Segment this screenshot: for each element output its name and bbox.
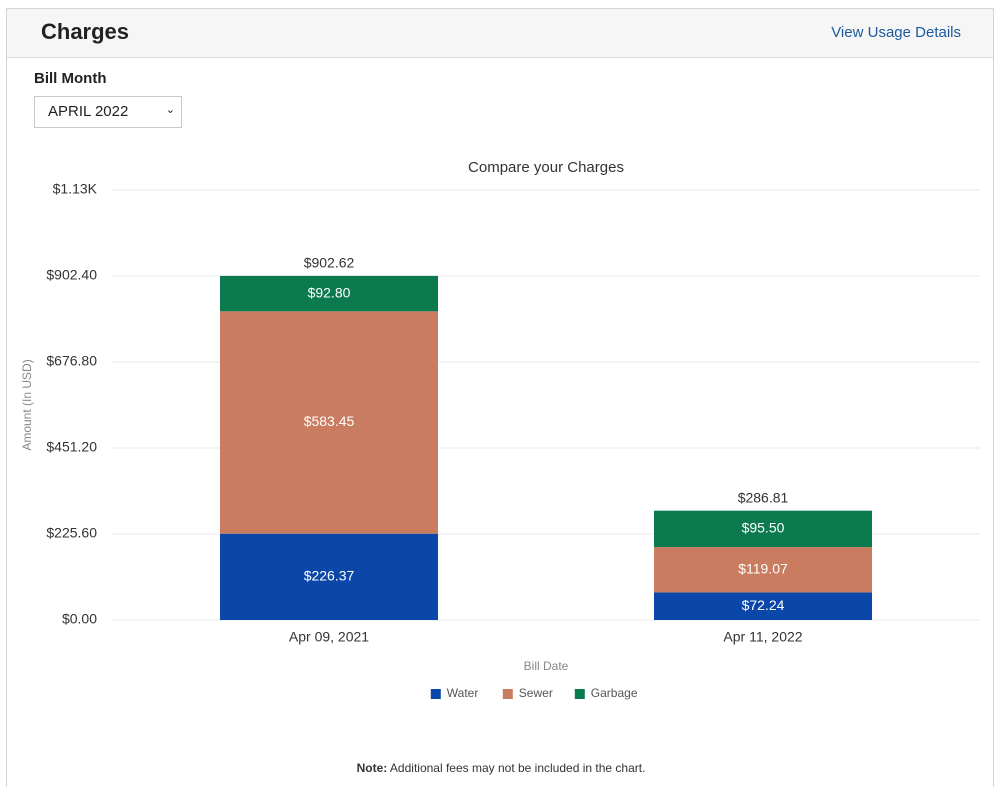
bill-month-select[interactable]: APRIL 2022 ⌄ xyxy=(34,96,182,128)
y-tick-label: $451.20 xyxy=(46,439,97,455)
note: Note: Additional fees may not be include… xyxy=(357,761,646,775)
legend-swatch xyxy=(430,689,441,699)
legend-swatch xyxy=(574,689,585,699)
legend-swatch xyxy=(502,689,513,699)
x-tick-label: Apr 09, 2021 xyxy=(289,629,369,645)
y-tick-label: $902.40 xyxy=(46,267,97,283)
legend-label: Sewer xyxy=(519,686,553,700)
data-label: $72.24 xyxy=(742,597,785,613)
bar-segment xyxy=(220,533,438,620)
y-tick-label: $225.60 xyxy=(46,525,97,541)
y-tick-label: $1.13K xyxy=(53,181,98,197)
note-label: Note: xyxy=(357,761,388,775)
bar-segment xyxy=(654,592,872,620)
header: Charges View Usage Details xyxy=(7,9,993,58)
y-axis-label: Amount (In USD) xyxy=(20,359,34,450)
data-label: $226.37 xyxy=(304,568,355,584)
panel: Charges View Usage Details xyxy=(6,8,994,787)
data-label: $119.07 xyxy=(738,560,788,576)
data-label: $92.80 xyxy=(308,284,351,300)
y-tick-label: $676.80 xyxy=(46,353,97,369)
total-label: $286.81 xyxy=(738,489,789,505)
total-label: $902.62 xyxy=(304,255,355,271)
data-label: $95.50 xyxy=(742,520,785,536)
bar-segment xyxy=(220,275,438,312)
note-text: Additional fees may not be included in t… xyxy=(390,761,646,775)
data-label: $583.45 xyxy=(304,413,355,429)
x-axis-label: Bill Date xyxy=(524,659,569,673)
bar-segment xyxy=(654,547,872,593)
bill-month-label: Bill Month xyxy=(34,70,107,87)
legend-label: Water xyxy=(447,686,479,700)
x-tick-label: Apr 11, 2022 xyxy=(723,629,802,645)
chart-title: Compare your Charges xyxy=(468,159,624,176)
header-title: Charges xyxy=(41,19,130,44)
select-arrow: ⌄ xyxy=(165,104,175,116)
select-value: APRIL 2022 xyxy=(48,103,129,120)
legend-label: Garbage xyxy=(591,686,638,700)
bar-segment xyxy=(220,311,438,534)
y-tick-label: $0.00 xyxy=(62,611,97,627)
usage-link[interactable]: View Usage Details xyxy=(831,24,961,41)
bar-segment xyxy=(654,510,872,548)
